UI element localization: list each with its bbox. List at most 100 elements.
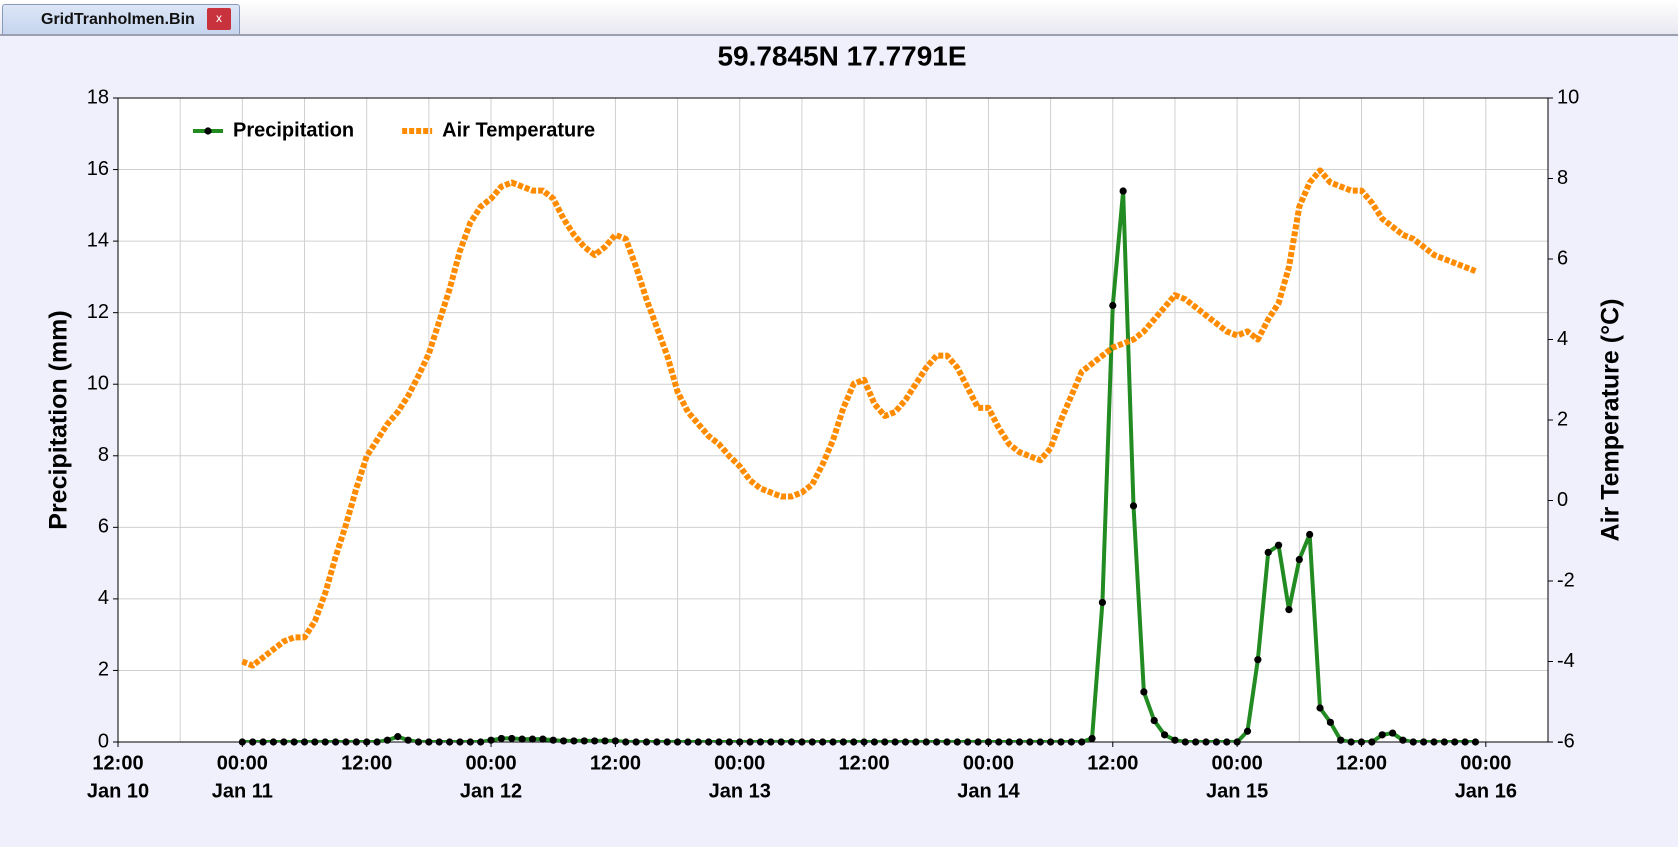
series-marker: [642, 738, 651, 746]
tab-close[interactable]: x: [207, 8, 231, 30]
series-marker: [1326, 718, 1334, 726]
x-tick-label: 12:00: [590, 752, 641, 774]
series-marker: [508, 734, 516, 743]
series-marker: [850, 738, 858, 746]
series-marker: [808, 738, 816, 746]
y-axis-label: Precipitation (mm): [45, 310, 73, 529]
tab[interactable]: GridTranholmen.Bin x: [2, 4, 240, 34]
series-marker: [487, 736, 495, 744]
y-tick-label: 18: [87, 86, 109, 108]
series-marker: [497, 734, 506, 743]
x-tick-date: Jan 10: [87, 780, 149, 802]
series-marker: [622, 738, 630, 746]
x-tick-label: 12:00: [839, 752, 890, 774]
series-marker: [1171, 736, 1179, 744]
series-marker: [984, 738, 993, 746]
series-marker: [1015, 738, 1024, 746]
series-marker: [839, 738, 847, 746]
series-marker: [1005, 738, 1013, 746]
series-marker: [1109, 301, 1117, 310]
series-marker: [321, 738, 329, 746]
series-marker: [787, 738, 796, 746]
x-tick-label: 00:00: [714, 752, 765, 774]
x-tick-label: 12:00: [1087, 752, 1138, 774]
series-marker: [300, 738, 309, 746]
series-marker: [653, 738, 661, 746]
tab-label[interactable]: GridTranholmen.Bin: [41, 11, 195, 28]
series-marker: [1378, 731, 1386, 739]
x-tick-date: Jan 15: [1206, 780, 1268, 802]
x-tick-label: 00:00: [963, 752, 1014, 774]
series-marker: [1088, 734, 1096, 743]
series-marker: [953, 738, 961, 746]
series-marker: [1140, 688, 1148, 696]
legend-marker: [204, 127, 212, 135]
series-marker: [290, 738, 298, 746]
series-marker: [798, 738, 806, 746]
series-marker: [601, 737, 609, 745]
x-tick-date: Jan 12: [460, 780, 522, 802]
y-tick-label: 10: [87, 373, 109, 395]
series-marker: [901, 738, 910, 746]
series-marker: [518, 735, 526, 743]
y-tick-label: 12: [87, 301, 109, 323]
x-tick-date: Jan 13: [709, 780, 771, 802]
series-marker: [1368, 738, 1376, 746]
series-marker: [943, 738, 951, 746]
series-marker: [425, 738, 433, 746]
series-marker: [1160, 731, 1169, 739]
series-marker: [1471, 738, 1480, 746]
y2-tick-label: 8: [1557, 167, 1568, 189]
y-tick-label: 14: [87, 229, 109, 251]
series-marker: [1451, 738, 1459, 746]
series-marker: [694, 738, 702, 746]
series-marker: [1399, 736, 1407, 744]
series-marker: [870, 738, 879, 746]
series-marker: [1192, 738, 1200, 746]
legend-label: Air Temperature: [442, 119, 595, 141]
x-tick-label: 00:00: [1460, 752, 1511, 774]
y2-tick-label: 10: [1557, 86, 1579, 108]
y2-axis-label: Air Temperature (°C): [1597, 299, 1625, 542]
legend-label: Precipitation: [233, 119, 354, 141]
x-tick-label: 00:00: [465, 752, 516, 774]
series-marker: [1337, 736, 1345, 744]
series-marker: [1223, 738, 1231, 746]
series-marker: [580, 737, 588, 745]
x-tick-date: Jan 16: [1455, 780, 1517, 802]
series-marker: [736, 738, 744, 746]
series-marker: [591, 737, 599, 745]
series-marker: [1212, 738, 1221, 746]
series-marker: [1420, 738, 1428, 746]
x-tick-date: Jan 11: [212, 780, 273, 802]
chart-title: 59.7845N 17.7791E: [717, 40, 966, 71]
series-marker: [1202, 738, 1210, 746]
series-marker: [445, 738, 454, 746]
y-tick-label: 16: [87, 158, 109, 180]
series-marker: [238, 738, 246, 746]
series-marker: [1264, 548, 1272, 556]
series-marker: [715, 738, 723, 746]
series-marker: [342, 738, 350, 746]
series-marker: [725, 738, 733, 746]
series-marker: [1254, 656, 1262, 664]
series-marker: [477, 738, 485, 746]
y-tick-label: 0: [98, 730, 109, 752]
x-tick-date: Jan 14: [957, 780, 1020, 802]
series-marker: [611, 737, 619, 745]
series-marker: [995, 738, 1003, 746]
series-marker: [1285, 606, 1293, 614]
series-marker: [756, 738, 765, 746]
series-marker: [249, 738, 257, 746]
series-marker: [777, 738, 785, 746]
series-marker: [746, 738, 754, 746]
x-tick-label: 12:00: [1336, 752, 1387, 774]
y-tick-label: 6: [98, 516, 109, 538]
series-marker: [1295, 555, 1303, 564]
series-marker: [1243, 727, 1252, 735]
y-tick-label: 8: [98, 444, 109, 466]
chart: 59.7845N 17.7791E 0 2 4 6 8 10 12 14 16 18 -6 -4 -2 0…: [45, 40, 1625, 802]
y-tick-label: 4: [98, 587, 109, 609]
series-marker: [456, 738, 464, 746]
series-marker: [632, 738, 640, 746]
